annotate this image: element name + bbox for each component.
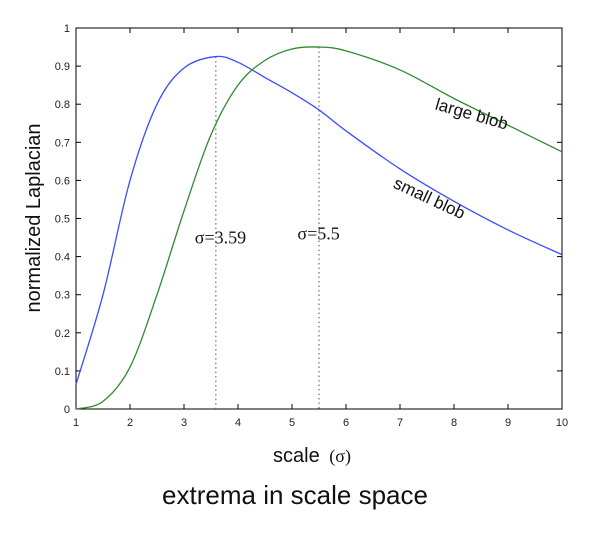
y-tick-label: 1	[64, 23, 70, 35]
y-axis-label: normalized Laplacian	[23, 123, 45, 312]
figure-caption: extrema in scale space	[162, 480, 428, 510]
y-tick-label: 0	[64, 404, 70, 416]
x-tick-label: 4	[235, 417, 241, 429]
y-tick-label: 0.4	[55, 252, 70, 264]
x-tick-label: 2	[127, 417, 133, 429]
y-tick-label: 0.9	[55, 61, 70, 73]
y-tick-label: 0.6	[55, 175, 70, 187]
y-tick-label: 0.1	[55, 366, 70, 378]
x-tick-label: 6	[343, 417, 349, 429]
y-tick-label: 0.8	[55, 99, 70, 111]
x-tick-label: 5	[289, 417, 295, 429]
x-tick-label: 8	[451, 417, 457, 429]
small-blob-label: small blob	[391, 173, 468, 223]
sigma-peak-label: σ=5.5	[297, 223, 339, 243]
y-tick-label: 0.5	[55, 214, 70, 226]
y-tick-label: 0.3	[55, 290, 70, 302]
large-blob-curve	[75, 46, 563, 410]
x-tick-label: 10	[556, 417, 568, 429]
x-tick-label: 7	[397, 417, 403, 429]
x-tick-label: 9	[505, 417, 511, 429]
y-axis-ticks: 0 0.1 0.2 0.3 0.4 0.5 0.6 0.7 0.8 0.9 1	[55, 23, 562, 416]
series-group	[75, 46, 563, 410]
annotation-labels: σ=3.59 σ=5.5 large blob small blob	[195, 95, 510, 248]
large-blob-label: large blob	[433, 95, 510, 134]
small-blob-curve	[75, 55, 563, 385]
sigma-peak-label: σ=3.59	[195, 227, 246, 247]
x-tick-label: 1	[73, 417, 79, 429]
x-axis-label: scale (σ)	[273, 445, 351, 467]
x-axis-label-text: scale	[273, 445, 320, 467]
x-axis-label-symbol: (σ)	[329, 446, 351, 467]
y-tick-label: 0.2	[55, 328, 70, 340]
x-tick-label: 3	[181, 417, 187, 429]
y-tick-label: 0.7	[55, 137, 70, 149]
x-axis-ticks: 1 2 3 4 5 6 7 8 9 10	[73, 28, 568, 429]
peak-markers	[215, 47, 320, 409]
